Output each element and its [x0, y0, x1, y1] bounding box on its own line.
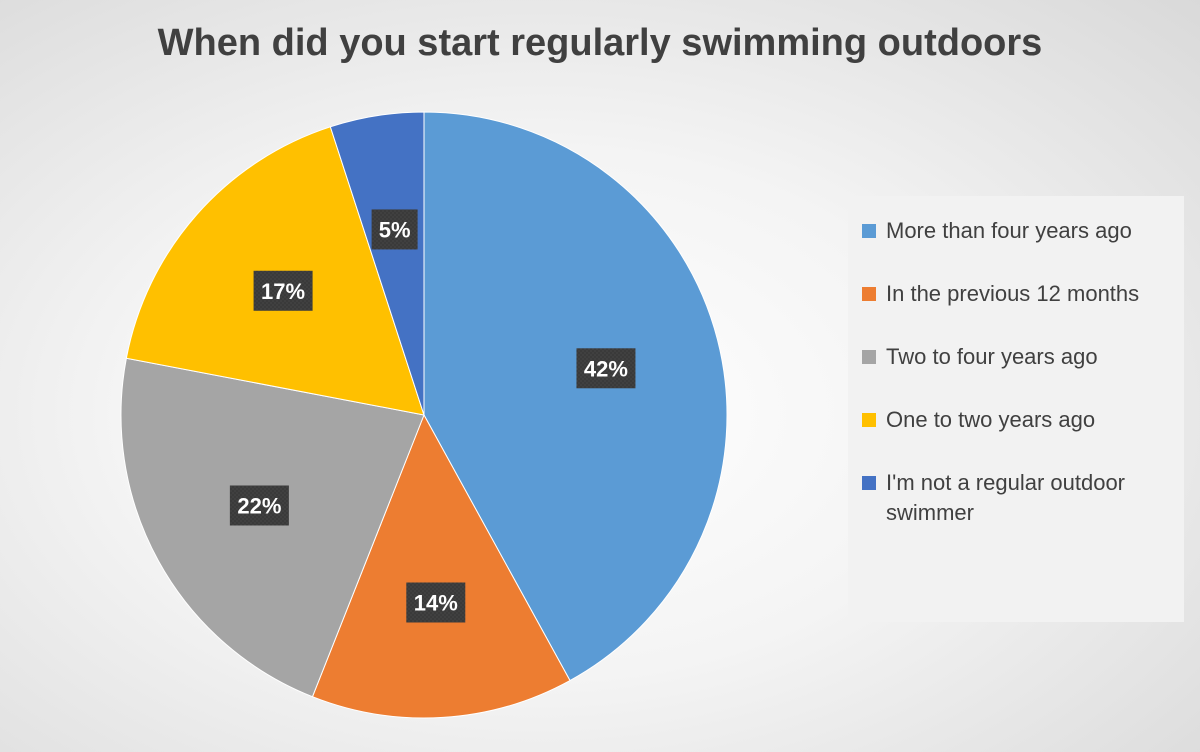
- legend: More than four years ago In the previous…: [848, 196, 1184, 622]
- chart-title: When did you start regularly swimming ou…: [157, 22, 1043, 64]
- pie-slice: [423, 111, 728, 682]
- legend-swatch: [862, 287, 876, 301]
- legend-label: I'm not a regular outdoor swimmer: [886, 470, 1126, 525]
- pie-slice: [329, 111, 425, 416]
- data-label: 14%: [406, 582, 466, 623]
- data-label: 17%: [253, 270, 313, 311]
- data-label-text: 42%: [584, 356, 628, 381]
- legend-item: I'm not a regular outdoor swimmer: [862, 468, 1174, 528]
- data-label-text: 22%: [237, 494, 281, 519]
- legend-item: In the previous 12 months: [862, 279, 1174, 309]
- data-label-box: [406, 582, 466, 623]
- data-label-box: [371, 209, 418, 250]
- legend-item: Two to four years ago: [862, 342, 1174, 372]
- data-label: 22%: [229, 485, 289, 526]
- legend-item: One to two years ago: [862, 405, 1174, 435]
- data-label-text: 17%: [261, 279, 305, 304]
- data-label: 5%: [371, 209, 418, 250]
- legend-label: One to two years ago: [886, 407, 1096, 432]
- pie-slice: [311, 413, 571, 719]
- data-label-box: [253, 270, 313, 311]
- pie-slice: [120, 357, 425, 698]
- legend-swatch: [862, 350, 876, 364]
- legend-label: More than four years ago: [886, 218, 1132, 243]
- legend-swatch: [862, 413, 876, 427]
- data-label-text: 14%: [414, 590, 458, 615]
- data-label-box: [576, 348, 636, 389]
- legend-label: In the previous 12 months: [886, 281, 1140, 306]
- data-label-box: [229, 485, 289, 526]
- legend-swatch: [862, 476, 876, 490]
- legend-swatch: [862, 224, 876, 238]
- legend-label: Two to four years ago: [886, 344, 1098, 369]
- legend-item: More than four years ago: [862, 216, 1174, 246]
- data-label-text: 5%: [379, 217, 411, 242]
- data-label: 42%: [576, 348, 636, 389]
